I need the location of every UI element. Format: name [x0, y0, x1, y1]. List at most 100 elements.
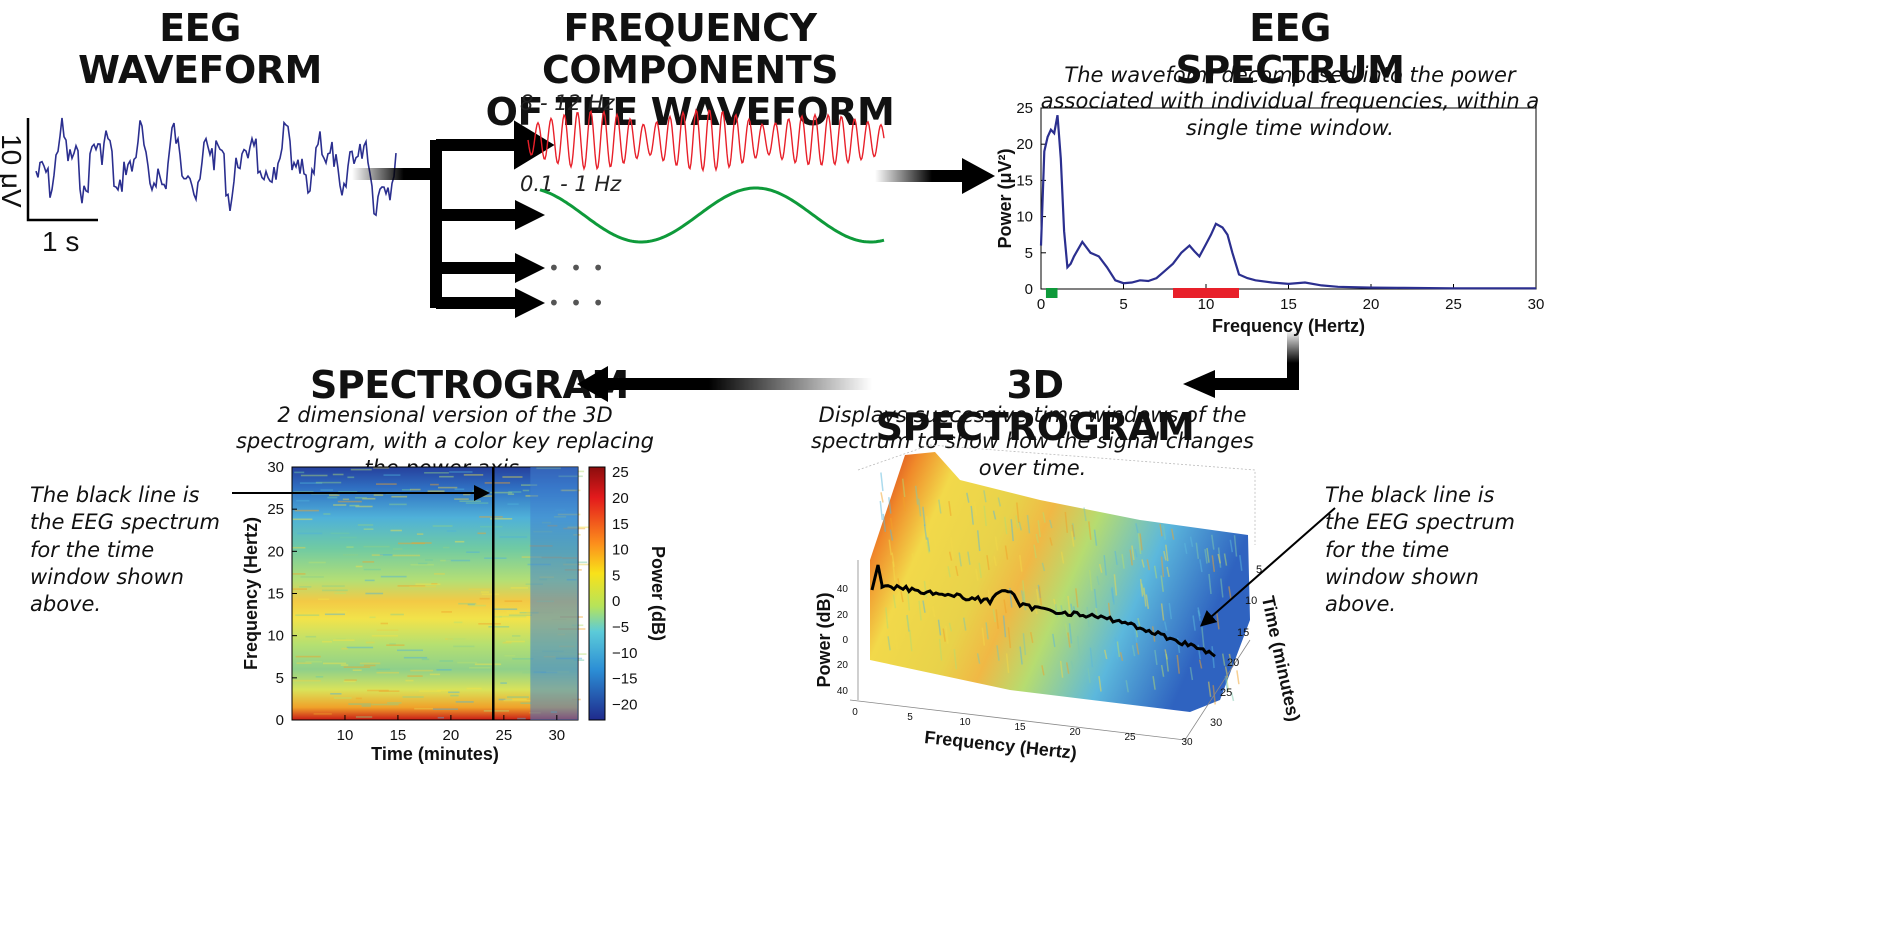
spectrum-x-tick-label: 10	[1198, 296, 1215, 313]
surface-y-tick-label: 40	[837, 686, 849, 697]
heading-3d-spectrogram: 3D SPECTROGRAM	[875, 363, 1195, 449]
spectrum-x-tick-label: 0	[1037, 296, 1045, 313]
spectrogram-y-tick-label: 25	[267, 501, 284, 518]
spectrum-x-tick-label: 15	[1280, 296, 1297, 313]
surface-x-tick-label: 10	[959, 717, 971, 728]
surface-z-tick-label: 25	[1220, 687, 1232, 699]
spectrum-y-tick-label: 20	[1016, 136, 1033, 153]
spectrum-x-tick-label: 20	[1363, 296, 1380, 313]
arrow-to-spectrogram-shaft	[600, 378, 872, 390]
spectrogram-x-tick-label: 15	[390, 727, 407, 744]
alpha-band-label: 8 - 12 Hz	[520, 91, 615, 115]
spectrogram-x-tick-label: 20	[443, 727, 460, 744]
surface-x-tick-label: 0	[852, 707, 858, 718]
colorbar-tick-label: 0	[612, 593, 620, 610]
note-right: The black line is the EEG spectrum for t…	[1325, 483, 1515, 617]
spectrum-y-tick-label: 0	[1025, 281, 1033, 298]
arrow-to-spectrogram-head	[577, 366, 608, 402]
arrow-down-shaft	[1287, 330, 1299, 385]
colorbar-tick-label: −10	[612, 645, 637, 662]
surface-x-tick-label: 5	[907, 712, 913, 723]
branch-arrows	[352, 120, 555, 318]
spectrum-x-tick-label: 25	[1445, 296, 1462, 313]
spectrum-y-tick-label: 5	[1025, 245, 1033, 262]
eeg-waveform-panel: 10 μV 1 s	[0, 117, 397, 257]
spectrogram-chart: 10 15 20 25 30 0 5 10 15 20 25 30 25 20 15 10 5 0 −5 −10 −15…	[241, 459, 668, 764]
spectrum-band-marker	[1045, 288, 1058, 298]
surface-texture	[879, 472, 1243, 705]
surface-y-axis-label: Power (dB)	[814, 592, 834, 687]
spectrogram-x-tick-label: 10	[337, 727, 354, 744]
arrow-to-spectrum-head	[962, 158, 995, 194]
spectrogram-x-axis-label: Time (minutes)	[371, 744, 499, 764]
surface-z-axis-label: Time (minutes)	[1258, 594, 1304, 723]
eeg-trace	[35, 117, 397, 217]
colorbar-tick-label: −15	[612, 671, 637, 688]
note-left: The black line is the EEG spectrum for t…	[30, 483, 220, 617]
heading-spectrogram: SPECTROGRAM	[310, 363, 629, 407]
colorbar-tick-label: 5	[612, 567, 620, 584]
arrowhead-more-2	[515, 288, 545, 318]
surface-x-tick-label: 25	[1124, 732, 1136, 743]
spectrogram-y-axis-label: Frequency (Hertz)	[241, 517, 261, 670]
delta-band-label: 0.1 - 1 Hz	[520, 172, 622, 196]
surface-x-tick-label: 20	[1069, 727, 1081, 738]
scale-bar	[26, 118, 98, 222]
spectrum-x-tick-label: 30	[1528, 296, 1545, 313]
heading-eeg-spectrum: EEG SPECTRUM	[1175, 6, 1405, 92]
scale-voltage-label: 10 μV	[0, 134, 27, 208]
colorbar-tick-label: 10	[612, 542, 629, 559]
spectrum-x-axis-label: Frequency (Hertz)	[1212, 316, 1365, 336]
surface-z-tick-label: 20	[1227, 657, 1239, 669]
spectrogram-y-tick-label: 15	[267, 586, 284, 603]
spectrum-series-line	[1039, 115, 1536, 290]
colorbar-tick-label: −20	[612, 697, 637, 714]
colorbar-tick-label: 20	[612, 490, 629, 507]
spectrogram-y-tick-label: 20	[267, 543, 284, 560]
branch-trunk	[430, 140, 442, 308]
spectrogram-x-tick-label: 30	[548, 727, 565, 744]
surface-3d	[870, 452, 1250, 712]
colorbar-tick-label: 15	[612, 516, 629, 533]
arrow-to-3d-head	[1183, 370, 1215, 398]
spectrogram-y-tick-label: 5	[276, 670, 284, 687]
heading-eeg-waveform: EEG WAVEFORM	[78, 6, 322, 92]
spectrum-plot-frame	[1040, 107, 1537, 290]
spectrum-y-tick-label: 15	[1016, 172, 1033, 189]
spectrum-x-tick-label: 5	[1119, 296, 1127, 313]
spectrogram-y-tick-label: 30	[267, 459, 284, 476]
spectrogram-y-tick-label: 10	[267, 628, 284, 645]
surface-x-tick-label: 15	[1014, 722, 1026, 733]
surface-x-axis-label: Frequency (Hertz)	[923, 727, 1077, 763]
components-panel: 8 - 12 Hz 0.1 - 1 Hz • • • • • •	[520, 91, 885, 315]
spectrum-y-axis-label: Power (μV²)	[995, 148, 1015, 248]
colorbar-tick-label: 25	[612, 464, 629, 481]
surface-y-tick-label: 20	[837, 660, 849, 671]
surface-y-tick-label: 20	[837, 610, 849, 621]
more-components-2: • • •	[548, 291, 606, 315]
surface-black-line	[870, 564, 1216, 658]
heading-frequency-components-line1: FREQUENCY COMPONENTS	[541, 6, 839, 92]
spectrum-y-tick-label: 25	[1016, 100, 1033, 117]
arrowhead-delta	[515, 200, 545, 230]
caption-3d-spectrogram: Displays successive time windows of the …	[811, 403, 1254, 480]
surface-z-tick-label: 30	[1210, 717, 1222, 729]
spectrogram-y-tick-label: 0	[276, 712, 284, 729]
spectrum-y-tick-label: 10	[1016, 209, 1033, 226]
spectrogram-x-tick-label: 25	[496, 727, 513, 744]
spectrum-band-marker	[1173, 288, 1239, 298]
surface-z-tick-label: 15	[1237, 627, 1249, 639]
surface-y-tick-label: 0	[842, 635, 848, 646]
surface-z-tick-label: 5	[1256, 564, 1262, 576]
delta-wave	[539, 186, 885, 244]
spectrogram-late-region	[530, 467, 578, 720]
caption-eeg-spectrum: The waveform decomposed into the power a…	[1040, 63, 1540, 140]
arrow-to-spectrum-shaft	[875, 170, 970, 182]
eeg-spectrum-chart: 0 5 10 15 20 25 30 0 5 10 15 20 25 Frequency (Hertz) P…	[995, 100, 1544, 336]
alpha-wave	[527, 108, 885, 173]
more-components-1: • • •	[548, 256, 606, 280]
arrowhead-alpha	[515, 130, 545, 160]
colorbar-tick-label: −5	[612, 619, 629, 636]
surface-z-tick-label: 10	[1245, 595, 1257, 607]
